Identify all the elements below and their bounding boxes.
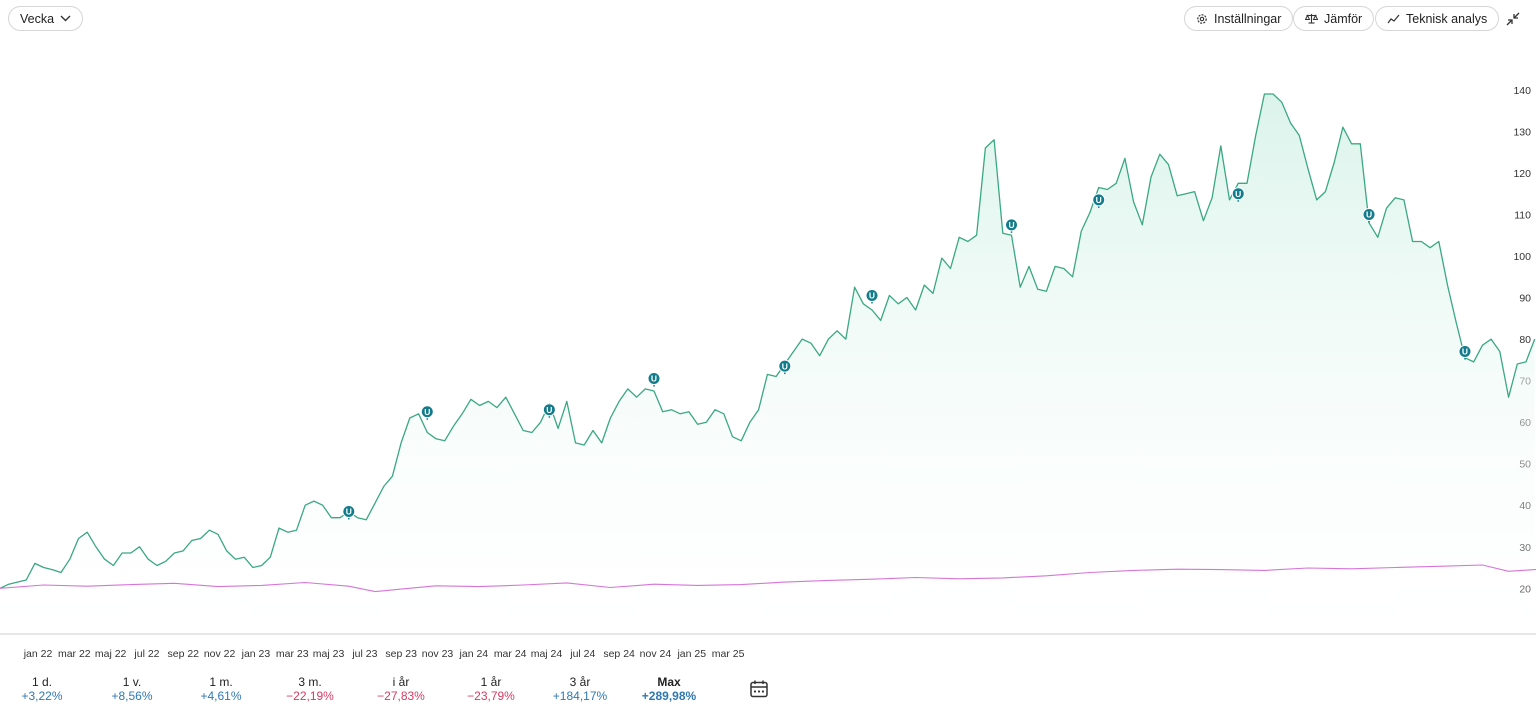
x-tick-label: jan 24: [459, 648, 489, 660]
calendar-icon[interactable]: [749, 679, 769, 699]
return-period-0[interactable]: 1 d. +3,22%: [0, 675, 87, 703]
return-period-label: 3 m.: [298, 675, 322, 689]
y-tick-label: 100: [1513, 251, 1531, 263]
price-area-fill: [0, 94, 1535, 634]
settings-button[interactable]: Inställningar: [1184, 6, 1294, 31]
x-tick-label: sep 22: [168, 648, 200, 660]
marker-layer: U U U U U U U U U U U: [342, 187, 1472, 520]
x-tick-label: nov 22: [204, 648, 236, 660]
price-line: [0, 93, 1536, 589]
compare-button[interactable]: Jämför: [1293, 6, 1375, 31]
return-period-label: 1 v.: [122, 675, 142, 689]
x-tick-label: nov 23: [422, 648, 454, 660]
event-marker[interactable]: U: [647, 372, 661, 387]
collapse-icon[interactable]: [1504, 10, 1522, 28]
event-marker-label: U: [1008, 220, 1014, 230]
return-period-value: −22,19%: [286, 689, 334, 703]
period-label: Vecka: [20, 11, 55, 26]
x-tick-label: jul 24: [569, 648, 595, 660]
event-marker[interactable]: U: [1231, 187, 1245, 202]
event-marker[interactable]: U: [542, 403, 556, 418]
x-tick-label: nov 24: [640, 648, 672, 660]
return-period-value: +184,17%: [552, 689, 608, 703]
event-marker-label: U: [1366, 210, 1372, 220]
returns-bar: 1 d. +3,22% 1 v. +8,56% 1 m. +4,61% 3 m. −22,19…: [0, 672, 800, 707]
return-period-label: 1 m.: [209, 675, 233, 689]
x-tick-label: mar 22: [58, 648, 91, 660]
event-marker[interactable]: U: [1458, 345, 1472, 360]
x-axis: jan 22 mar 22 maj 22 jul 22 sep 22 nov 22 jan …: [23, 648, 745, 660]
return-period-4[interactable]: i år −27,83%: [356, 675, 446, 703]
return-period-3[interactable]: 3 m. −22,19%: [265, 675, 355, 703]
event-marker-label: U: [869, 291, 875, 301]
event-marker-label: U: [346, 507, 352, 517]
event-marker-label: U: [1462, 347, 1468, 357]
return-period-value: +3,22%: [21, 689, 63, 703]
x-tick-label: mar 23: [276, 648, 309, 660]
return-period-value: +289,98%: [641, 689, 697, 703]
technical-analysis-button[interactable]: Teknisk analys: [1375, 6, 1500, 31]
settings-label: Inställningar: [1214, 11, 1282, 26]
x-tick-label: mar 24: [494, 648, 527, 660]
y-tick-label: 80: [1519, 334, 1531, 346]
x-tick-label: jan 23: [241, 648, 271, 660]
event-marker[interactable]: U: [342, 504, 356, 520]
return-period-value: +4,61%: [200, 689, 242, 703]
event-marker-label: U: [1235, 189, 1241, 199]
compare-label: Jämför: [1324, 11, 1363, 26]
event-marker-label: U: [1096, 195, 1102, 205]
return-period-value: −27,83%: [377, 689, 425, 703]
event-marker[interactable]: U: [865, 288, 879, 304]
price-chart: 2030405060708090100110120130140 UUUUUUUU…: [0, 85, 1536, 660]
event-marker[interactable]: U: [420, 405, 434, 420]
x-tick-label: maj 23: [313, 648, 345, 660]
gear-icon: [1197, 13, 1207, 24]
event-marker[interactable]: U: [778, 359, 792, 375]
x-tick-label: sep 24: [603, 648, 635, 660]
y-tick-label: 90: [1519, 293, 1531, 305]
y-tick-label: 120: [1513, 168, 1531, 180]
x-tick-label: maj 22: [95, 648, 127, 660]
technical-analysis-label: Teknisk analys: [1406, 11, 1488, 26]
return-period-value: −23,79%: [467, 689, 515, 703]
y-tick-label: 140: [1513, 85, 1531, 97]
event-marker-label: U: [546, 405, 552, 415]
return-period-label: 1 år: [480, 675, 502, 689]
trend-line-icon: [1387, 14, 1400, 24]
event-marker-label: U: [782, 361, 788, 371]
period-dropdown[interactable]: Vecka: [8, 6, 84, 31]
scale-icon: [1305, 14, 1318, 24]
event-marker-label: U: [424, 407, 430, 417]
chevron-down-icon: [60, 15, 71, 22]
return-period-label: 1 d.: [31, 675, 52, 689]
event-marker[interactable]: U: [1092, 193, 1106, 208]
index-line: [0, 564, 1536, 593]
event-marker[interactable]: U: [1362, 207, 1376, 223]
y-tick-label: 110: [1514, 209, 1531, 221]
return-period-5[interactable]: 1 år −23,79%: [446, 675, 536, 703]
return-period-2[interactable]: 1 m. +4,61%: [176, 675, 266, 703]
event-marker[interactable]: U: [1005, 218, 1019, 233]
return-period-label: 3 år: [569, 675, 591, 689]
return-period-6[interactable]: 3 år +184,17%: [535, 675, 625, 703]
return-period-label: Max: [657, 675, 681, 689]
x-tick-label: maj 24: [531, 648, 563, 660]
x-tick-label: jan 22: [23, 648, 53, 660]
x-tick-label: jan 25: [676, 648, 706, 660]
return-period-7[interactable]: Max +289,98%: [624, 675, 714, 703]
x-tick-label: jul 22: [133, 648, 159, 660]
x-tick-label: mar 25: [712, 648, 745, 660]
price-area-layer: [0, 93, 1536, 634]
return-period-label: i år: [392, 675, 410, 689]
x-tick-label: sep 23: [385, 648, 417, 660]
index-line-layer: [0, 564, 1536, 593]
x-tick-label: jul 23: [351, 648, 377, 660]
y-tick-label: 130: [1513, 126, 1531, 138]
return-period-1[interactable]: 1 v. +8,56%: [87, 675, 177, 703]
event-marker-label: U: [651, 374, 657, 384]
return-period-value: +8,56%: [111, 689, 153, 703]
